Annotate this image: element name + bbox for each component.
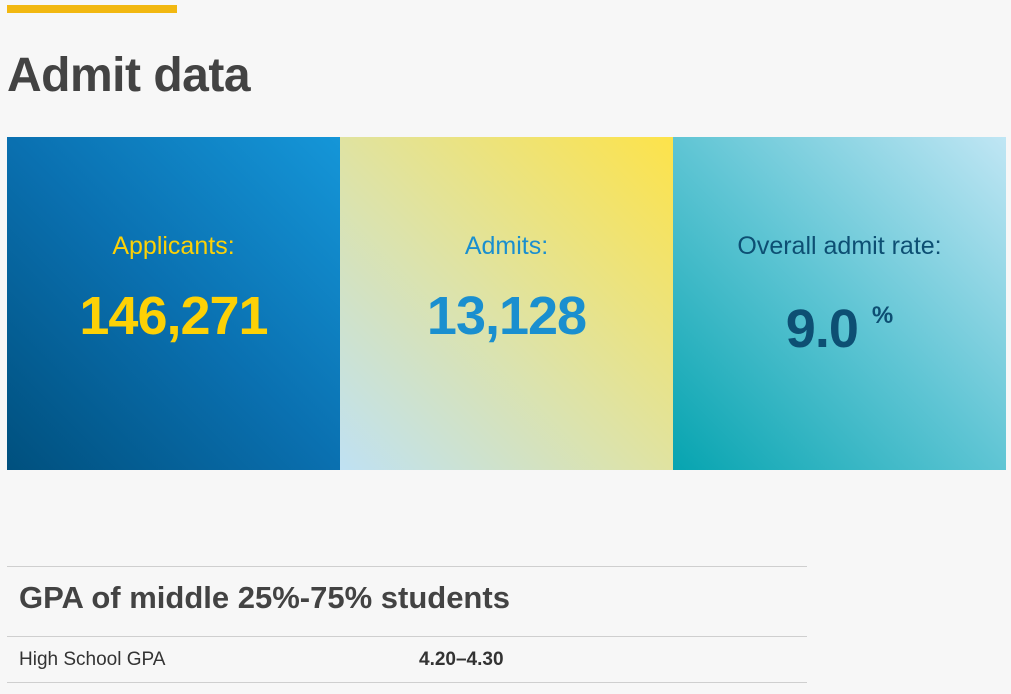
admit-rate-value-wrap: 9.0%	[673, 283, 1006, 362]
admit-rate-value: 9.0	[785, 299, 859, 359]
admits-value: 13,128	[426, 286, 587, 346]
admit-rate-card: Overall admit rate: 9.0%	[673, 137, 1006, 470]
table-row: High School GPA 4.20–4.30	[7, 637, 807, 683]
admits-label: Admits:	[464, 232, 549, 260]
percent-unit: %	[871, 302, 894, 329]
gpa-table-heading: GPA of middle 25%-75% students	[7, 567, 807, 637]
admit-rate-label: Overall admit rate:	[737, 232, 942, 260]
gpa-row-value: 4.20–4.30	[419, 648, 504, 670]
page-title: Admit data	[7, 49, 251, 102]
applicants-card: Applicants: 146,271	[7, 137, 340, 470]
gpa-row-label: High School GPA	[19, 648, 166, 670]
applicants-label: Applicants:	[112, 232, 235, 260]
stats-panel: Applicants: 146,271 Admits: 13,128 Overa…	[7, 137, 1006, 470]
title-accent-bar	[7, 5, 177, 13]
admits-card: Admits: 13,128	[340, 137, 673, 470]
gpa-table: GPA of middle 25%-75% students High Scho…	[7, 566, 807, 683]
applicants-value: 146,271	[79, 286, 268, 346]
